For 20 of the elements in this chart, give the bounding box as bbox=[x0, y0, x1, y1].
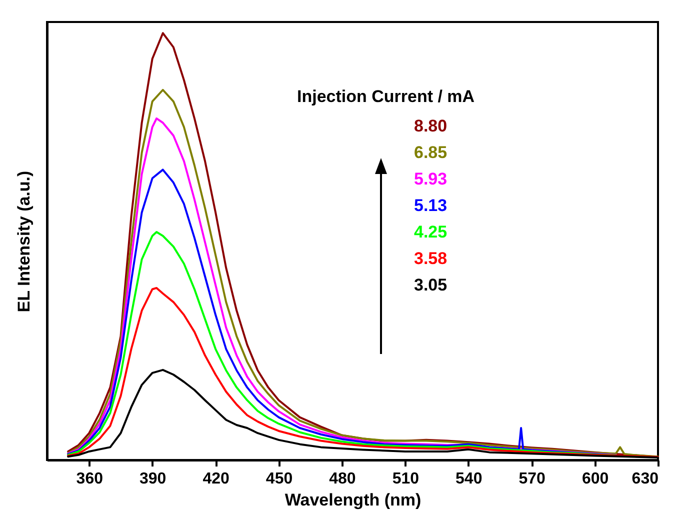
x-tick-label: 630 bbox=[632, 470, 659, 488]
x-tick-label: 390 bbox=[139, 470, 166, 488]
x-tick-label: 420 bbox=[202, 470, 230, 488]
x-axis-title: Wavelength (nm) bbox=[284, 490, 422, 510]
text: 3.58 bbox=[414, 249, 448, 268]
text: 6.85 bbox=[414, 143, 448, 162]
x-tick-label: 510 bbox=[392, 470, 420, 488]
x-tick-label: 600 bbox=[582, 470, 609, 488]
text: 4.25 bbox=[414, 222, 448, 242]
x-tick-label: 450 bbox=[266, 470, 293, 488]
x-tick-label: 540 bbox=[456, 470, 482, 488]
x-tick-label: 360 bbox=[76, 470, 104, 488]
text: 5.13 bbox=[414, 196, 448, 215]
legend-title: Injection Current / mA bbox=[297, 87, 475, 106]
text: 3.05 bbox=[414, 276, 448, 294]
x-tick-label: 480 bbox=[329, 470, 356, 488]
y-axis-title: EL Intensity (a.u.) bbox=[14, 170, 34, 312]
text: 5.93 bbox=[414, 170, 448, 188]
text: 8.80 bbox=[414, 116, 448, 136]
x-tick-label: 570 bbox=[518, 470, 546, 488]
